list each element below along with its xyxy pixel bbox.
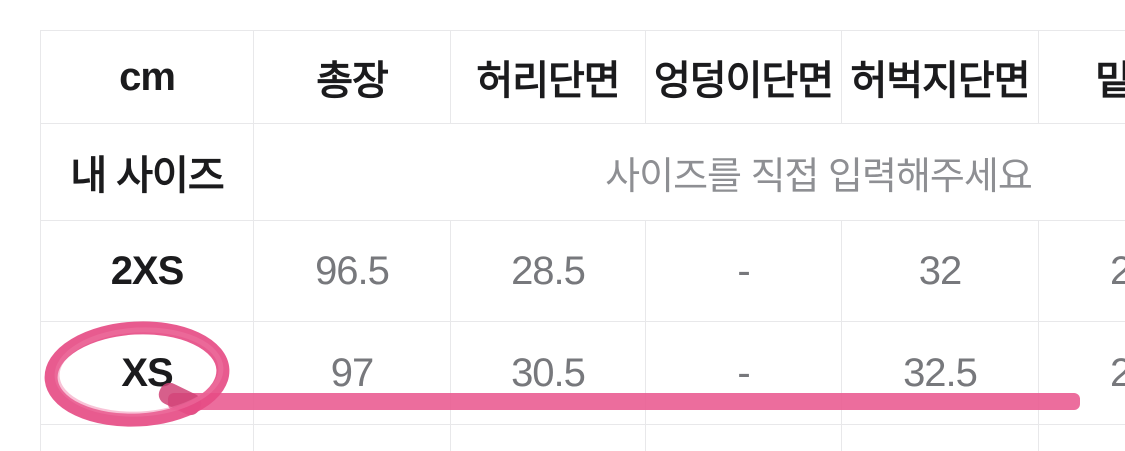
next-size-row-partial: [40, 424, 1125, 451]
my-size-input-cell[interactable]: 사이즈를 직접 입력해주세요: [253, 123, 1125, 221]
cell-2xs-rise-partial: 2: [1038, 220, 1125, 322]
header-row: cm 총장 허리단면 엉덩이단면 허벅지단면 밑: [40, 30, 1125, 124]
my-size-label: 내 사이즈: [40, 123, 254, 221]
cell-2xs-hip: -: [645, 220, 842, 322]
cell-xs-total-length: 97: [253, 321, 451, 425]
col-header-rise-partial: 밑: [1038, 30, 1125, 124]
my-size-row: 내 사이즈 사이즈를 직접 입력해주세요: [40, 123, 1125, 221]
cell-xs-hip: -: [645, 321, 842, 425]
cell-2xs-total-length: 96.5: [253, 220, 451, 322]
cell-2xs-waist: 28.5: [450, 220, 646, 322]
col-header-total-length: 총장: [253, 30, 451, 124]
col-header-hip: 엉덩이단면: [645, 30, 842, 124]
size-row-2xs: 2XS 96.5 28.5 - 32 2: [40, 220, 1125, 322]
cell-xs-thigh: 32.5: [841, 321, 1039, 425]
cell-xs-rise-partial: 2: [1038, 321, 1125, 425]
cell-xs-waist: 30.5: [450, 321, 646, 425]
col-header-unit: cm: [40, 30, 254, 124]
col-header-thigh: 허벅지단면: [841, 30, 1039, 124]
size-label-2xs[interactable]: 2XS: [40, 220, 254, 322]
size-row-xs: XS 97 30.5 - 32.5 2: [40, 321, 1125, 425]
cell-2xs-thigh: 32: [841, 220, 1039, 322]
col-header-waist: 허리단면: [450, 30, 646, 124]
size-chart-table: cm 총장 허리단면 엉덩이단면 허벅지단면 밑 내 사이즈 사이즈를 직접 입…: [40, 30, 1125, 451]
size-label-xs[interactable]: XS: [40, 321, 254, 425]
